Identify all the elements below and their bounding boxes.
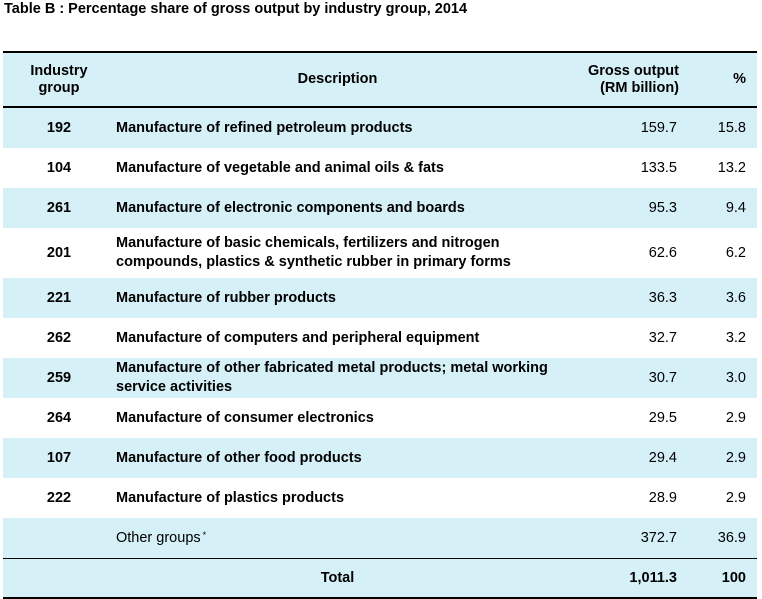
header-industry-group: Industry group xyxy=(3,53,115,106)
header-percent: % xyxy=(733,71,746,87)
industry-description: Manufacture of rubber products xyxy=(116,289,336,306)
table-row: 261 Manufacture of electronic components… xyxy=(3,188,757,228)
gross-output-value: 159.7 xyxy=(640,119,677,136)
industry-code: 107 xyxy=(46,449,72,466)
table-row: 264 Manufacture of consumer electronics … xyxy=(3,398,757,438)
total-percent: 100 xyxy=(721,569,746,586)
percent-value: 2.9 xyxy=(725,449,746,466)
header-industry-group-line2: group xyxy=(38,79,80,96)
gross-output-value: 28.9 xyxy=(648,489,677,506)
industry-code: 192 xyxy=(46,119,72,136)
table-title: Table B : Percentage share of gross outp… xyxy=(4,1,468,17)
percent-value: 3.2 xyxy=(725,329,746,346)
header-gross-output: Gross output (RM billion) xyxy=(560,53,681,106)
header-industry-group-line1: Industry xyxy=(30,62,88,79)
gross-output-value: 29.4 xyxy=(648,449,677,466)
table-row: 201 Manufacture of basic chemicals, fert… xyxy=(3,228,757,278)
other-groups-row: Other groups * 372.7 36.9 xyxy=(3,518,757,558)
gross-output-value: 29.5 xyxy=(648,409,677,426)
industry-code: 259 xyxy=(46,369,72,386)
gross-output-value: 62.6 xyxy=(648,244,677,261)
percent-value: 3.0 xyxy=(725,369,746,386)
gross-output-value: 36.3 xyxy=(648,289,677,306)
header-gross-output-line2: (RM billion) xyxy=(600,79,679,96)
other-groups-text: Other groups xyxy=(116,529,201,546)
table-row: 259 Manufacture of other fabricated meta… xyxy=(3,358,757,398)
header-gross-output-line1: Gross output xyxy=(587,62,679,79)
gross-output-value: 133.5 xyxy=(640,159,677,176)
industry-description: Manufacture of consumer electronics xyxy=(116,409,374,426)
percent-value: 2.9 xyxy=(725,409,746,426)
industry-code: 201 xyxy=(46,244,72,261)
percent-value: 2.9 xyxy=(725,489,746,506)
percent-value: 9.4 xyxy=(725,199,746,216)
gross-output-value: 95.3 xyxy=(648,199,677,216)
gross-output-value: 30.7 xyxy=(648,369,677,386)
total-row: Total 1,011.3 100 xyxy=(3,558,757,599)
gross-output-value: 32.7 xyxy=(648,329,677,346)
percent-value: 3.6 xyxy=(725,289,746,306)
table-header: Industry group Description Gross output … xyxy=(3,51,757,108)
total-gross-output: 1,011.3 xyxy=(629,569,677,586)
industry-description: Manufacture of electronic components and… xyxy=(116,199,465,216)
table-row: 222 Manufacture of plastics products 28.… xyxy=(3,478,757,518)
industry-description: Manufacture of vegetable and animal oils… xyxy=(116,159,444,176)
total-label: Total xyxy=(320,569,355,586)
gross-output-value: 372.7 xyxy=(640,529,677,546)
table-row: 262 Manufacture of computers and periphe… xyxy=(3,318,757,358)
table-row: 107 Manufacture of other food products 2… xyxy=(3,438,757,478)
percent-value: 36.9 xyxy=(717,529,746,546)
industry-code: 264 xyxy=(46,409,72,426)
industry-description: Manufacture of computers and peripheral … xyxy=(116,329,480,346)
industry-code-empty xyxy=(3,518,115,558)
industry-code: 261 xyxy=(46,199,72,216)
table-row: 104 Manufacture of vegetable and animal … xyxy=(3,148,757,188)
table-row: 192 Manufacture of refined petroleum pro… xyxy=(3,108,757,148)
industry-code: 262 xyxy=(46,329,72,346)
industry-code-empty xyxy=(3,559,115,597)
other-groups-label: Other groups * xyxy=(116,529,207,546)
industry-code: 221 xyxy=(46,289,72,306)
industry-description: Manufacture of plastics products xyxy=(116,489,345,506)
industry-code: 104 xyxy=(46,159,72,176)
percent-value: 15.8 xyxy=(717,119,746,136)
header-description: Description xyxy=(297,71,378,87)
industry-code: 222 xyxy=(46,489,72,506)
industry-description: Manufacture of refined petroleum product… xyxy=(116,119,413,136)
industry-description: Manufacture of other fabricated metal pr… xyxy=(116,360,548,395)
percent-value: 6.2 xyxy=(725,244,746,261)
percent-value: 13.2 xyxy=(717,159,746,176)
output-table: Industry group Description Gross output … xyxy=(3,51,757,599)
table-row: 221 Manufacture of rubber products 36.3 … xyxy=(3,278,757,318)
industry-description: Manufacture of basic chemicals, fertiliz… xyxy=(116,235,511,270)
industry-description: Manufacture of other food products xyxy=(116,449,362,466)
